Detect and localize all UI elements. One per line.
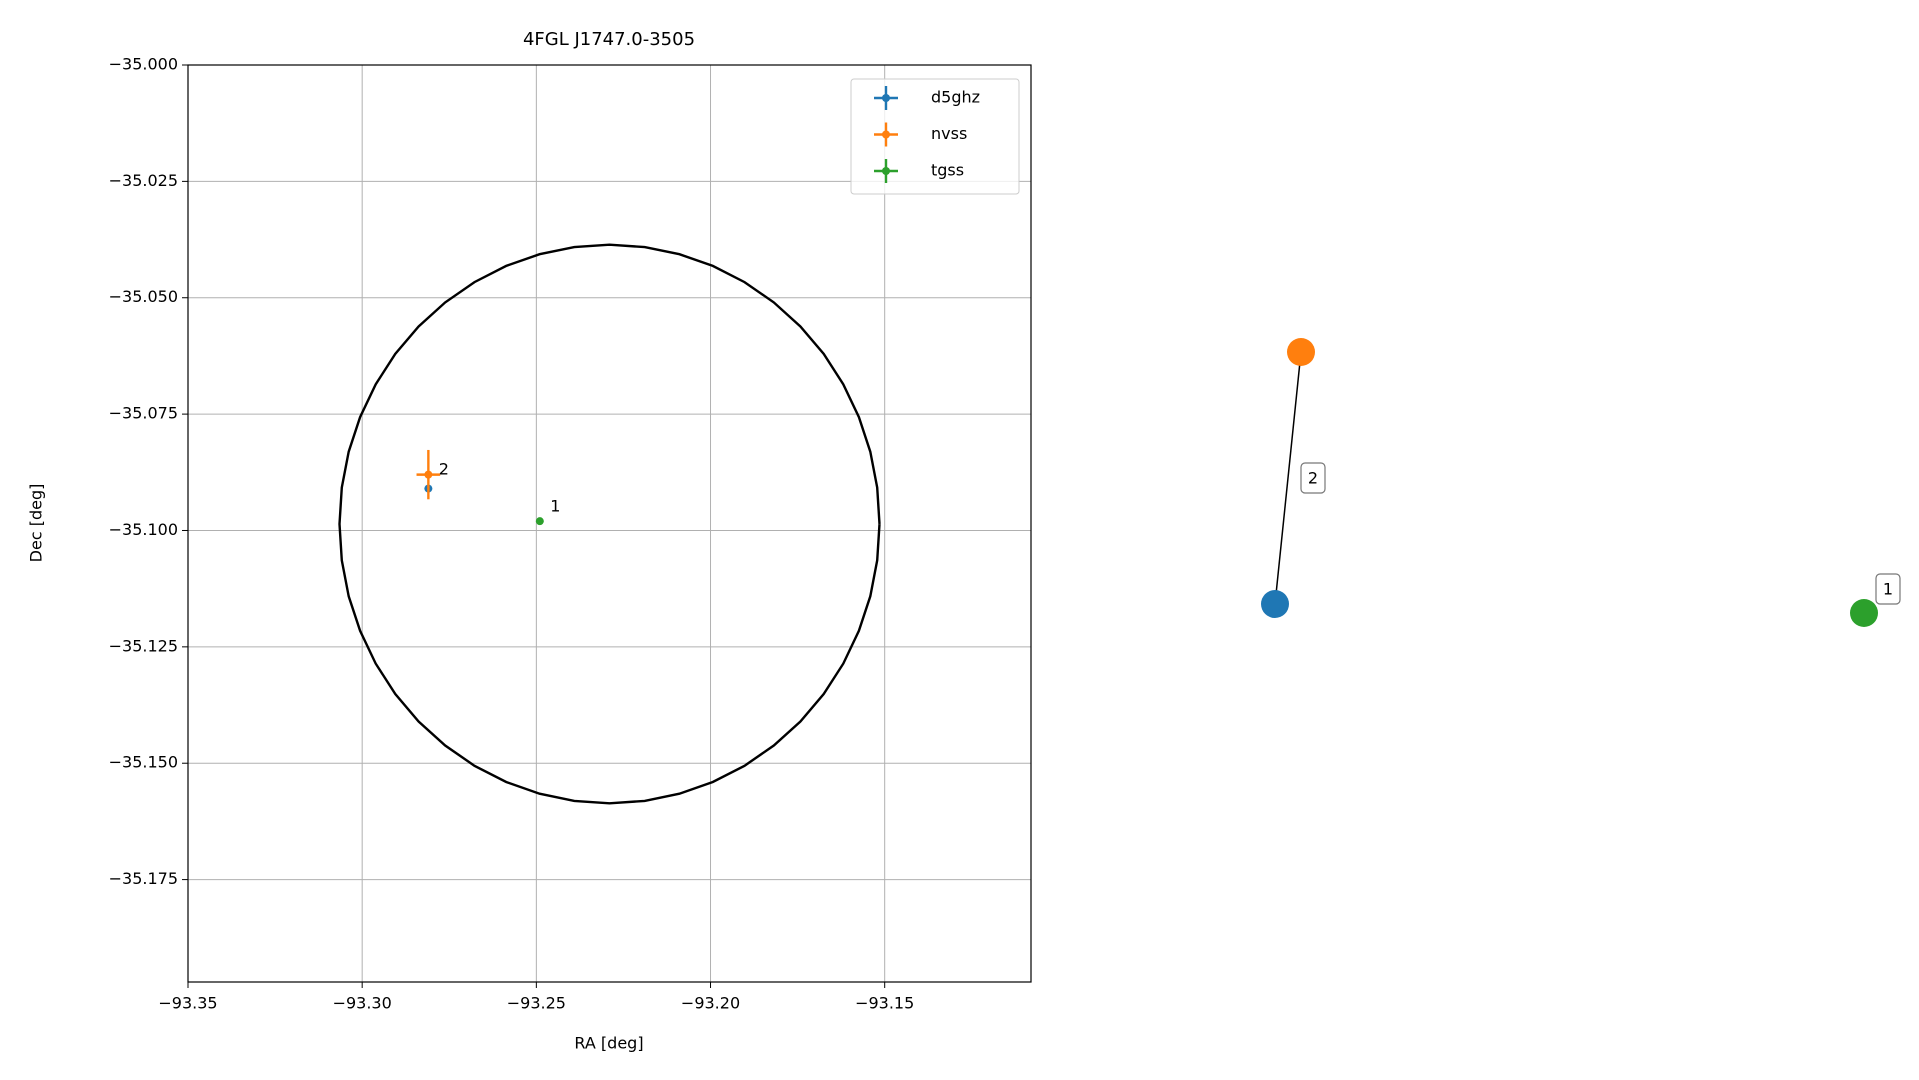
legend-marker (882, 130, 890, 139)
y-tick-label: −35.000 (109, 55, 178, 74)
x-axis-label: RA [deg] (574, 1034, 643, 1053)
y-tick-label: −35.050 (109, 287, 178, 306)
x-tick-label: −93.35 (158, 994, 217, 1013)
x-tick-label: −93.15 (855, 994, 914, 1013)
annotation: 2 (439, 459, 449, 478)
legend-box (850, 78, 1020, 195)
y-tick-label: −35.150 (109, 753, 178, 772)
legend-label: d5ghz (931, 88, 980, 107)
x-tick-label: −93.30 (333, 994, 392, 1013)
legend-marker (882, 94, 890, 102)
y-tick-label: −35.100 (109, 520, 178, 539)
group-label-box (1300, 462, 1326, 494)
x-tick-label: −93.25 (507, 994, 566, 1013)
legend-label: tgss (931, 161, 964, 180)
x-tick-label: −93.20 (681, 994, 740, 1013)
node (1261, 590, 1289, 618)
annotation: 1 (550, 497, 560, 516)
group-label-box (1875, 573, 1901, 605)
y-tick-label: −35.125 (109, 636, 178, 655)
edge (1274, 351, 1302, 605)
point (535, 517, 544, 526)
y-tick-label: −35.075 (109, 404, 178, 423)
point (424, 470, 433, 479)
y-tick-label: −35.025 (109, 171, 178, 190)
legend-label: nvss (931, 124, 967, 143)
y-tick-label: −35.175 (109, 869, 178, 888)
error-ellipse (338, 243, 881, 805)
node (1850, 599, 1878, 627)
node (1287, 338, 1315, 366)
y-axis-label: Dec [deg] (27, 484, 46, 563)
legend-marker (882, 167, 890, 175)
group-label: 1 (1883, 580, 1893, 599)
group-label: 2 (1308, 469, 1318, 488)
plot-frame (187, 64, 1032, 983)
chart-title: 4FGL J1747.0-3505 (523, 29, 695, 50)
